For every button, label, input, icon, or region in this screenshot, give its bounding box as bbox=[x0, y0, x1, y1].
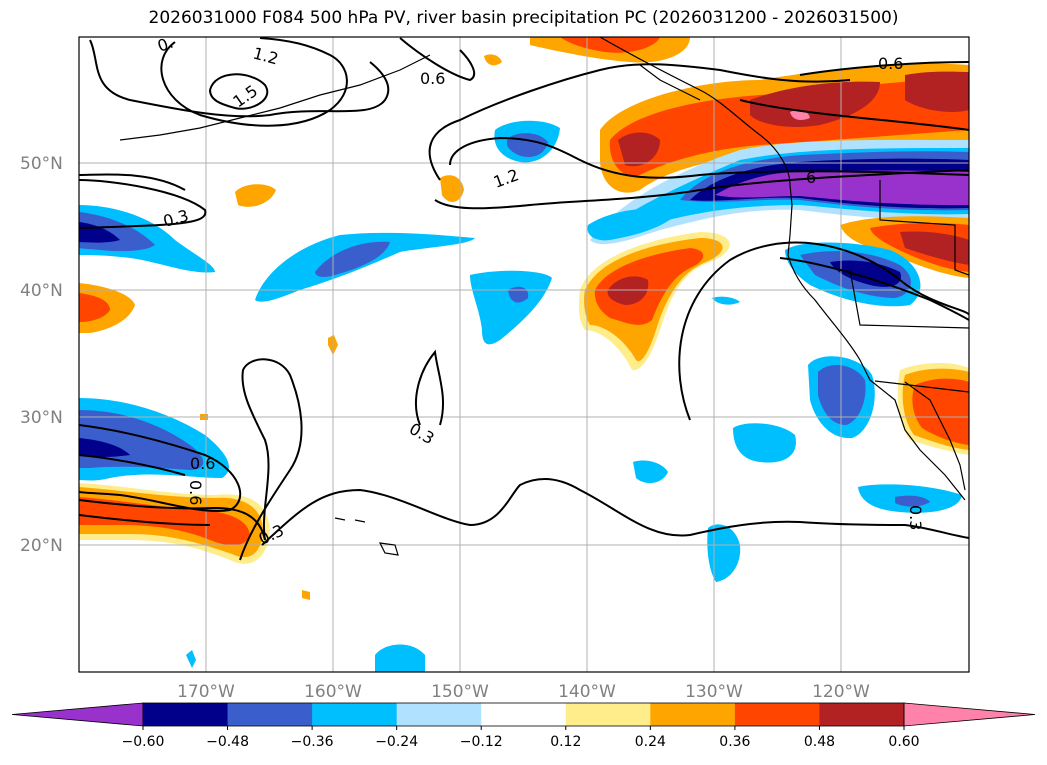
colorbar-tick-label: −0.36 bbox=[291, 734, 334, 750]
colorbar-segment bbox=[481, 703, 567, 726]
lon-label-170w: 170°W bbox=[177, 682, 235, 702]
lat-label-40n: 40°N bbox=[20, 281, 63, 301]
latitude-labels: 50°N 40°N 30°N 20°N bbox=[20, 154, 63, 556]
colorbar-tick-label: −0.48 bbox=[206, 734, 249, 750]
pv-contours bbox=[79, 37, 969, 561]
colorbar-tick-label: 0.60 bbox=[888, 734, 919, 750]
contour-label: 0.6 bbox=[420, 69, 445, 88]
colorbar-frame bbox=[142, 702, 905, 727]
contour-label: 0.6 bbox=[186, 480, 205, 505]
precipitation-shading bbox=[79, 37, 969, 672]
contour-label: 0.6 bbox=[190, 454, 215, 473]
colorbar bbox=[11, 702, 1036, 727]
contour-label: 0.3 bbox=[906, 505, 925, 530]
lon-label-120w: 120°W bbox=[812, 682, 870, 702]
longitude-labels: 170°W 160°W 150°W 140°W 130°W 120°W bbox=[177, 682, 870, 702]
colorbar-segment bbox=[143, 703, 229, 726]
colorbar-segment bbox=[565, 703, 651, 726]
colorbar-segment bbox=[819, 703, 905, 726]
lon-label-130w: 130°W bbox=[685, 682, 743, 702]
map-frame bbox=[78, 36, 970, 673]
lon-label-140w: 140°W bbox=[558, 682, 616, 702]
lon-label-150w: 150°W bbox=[431, 682, 489, 702]
colorbar-segment bbox=[227, 703, 313, 726]
colorbar-tick-label: −0.12 bbox=[460, 734, 503, 750]
colorbar-tick-label: 0.36 bbox=[719, 734, 750, 750]
colorbar-tick-label: −0.24 bbox=[375, 734, 418, 750]
contour-label: 0.3 bbox=[161, 206, 191, 231]
colorbar-extend-low bbox=[11, 702, 144, 727]
colorbar-tick-label: 0.48 bbox=[804, 734, 835, 750]
colorbar-tick-label: 0.12 bbox=[550, 734, 581, 750]
contour-label: 6 bbox=[806, 168, 816, 187]
contour-label: 1.2 bbox=[251, 44, 281, 69]
lat-label-50n: 50°N bbox=[20, 154, 63, 174]
colorbar-extend-high bbox=[903, 702, 1036, 727]
colorbar-segment bbox=[312, 703, 398, 726]
colorbar-segment bbox=[734, 703, 820, 726]
colorbar-tick-label: −0.60 bbox=[122, 734, 165, 750]
colorbar-segment bbox=[396, 703, 482, 726]
map-gridlines bbox=[79, 37, 969, 672]
colorbar-segment bbox=[650, 703, 736, 726]
colorbar-tick-labels: −0.60 −0.48 −0.36 −0.24 −0.12 0.12 0.24 0.36 0.4… bbox=[122, 726, 920, 750]
lat-label-20n: 20°N bbox=[20, 536, 63, 556]
contour-label: 0.6 bbox=[878, 54, 903, 73]
contour-label: 0. bbox=[155, 33, 176, 56]
colorbar-tick-label: 0.24 bbox=[635, 734, 666, 750]
lon-label-160w: 160°W bbox=[304, 682, 362, 702]
map-title: 2026031000 F084 500 hPa PV, river basin … bbox=[148, 8, 899, 28]
lat-label-30n: 30°N bbox=[20, 408, 63, 428]
contour-label: 1.2 bbox=[491, 165, 521, 192]
contour-label: 0.3 bbox=[406, 419, 438, 448]
